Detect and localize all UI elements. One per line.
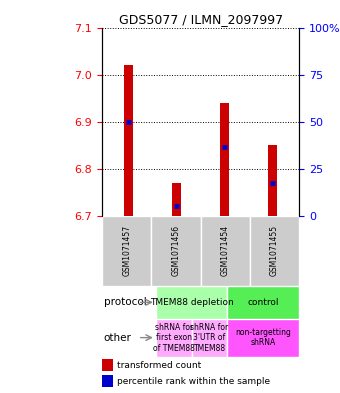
FancyBboxPatch shape xyxy=(227,318,299,357)
Bar xyxy=(102,375,113,387)
Text: GSM1071454: GSM1071454 xyxy=(221,225,230,276)
Bar xyxy=(172,183,181,216)
FancyBboxPatch shape xyxy=(156,286,227,318)
Bar xyxy=(102,359,113,371)
Text: percentile rank within the sample: percentile rank within the sample xyxy=(117,377,270,386)
FancyBboxPatch shape xyxy=(192,318,227,357)
FancyBboxPatch shape xyxy=(201,216,250,286)
Text: shRNA for
first exon
of TMEM88: shRNA for first exon of TMEM88 xyxy=(153,323,194,353)
Text: GSM1071456: GSM1071456 xyxy=(171,225,181,276)
Text: non-targetting
shRNA: non-targetting shRNA xyxy=(235,328,291,347)
Text: GSM1071455: GSM1071455 xyxy=(270,225,279,276)
Text: other: other xyxy=(104,332,132,343)
FancyBboxPatch shape xyxy=(250,216,299,286)
Text: GSM1071457: GSM1071457 xyxy=(122,225,131,276)
FancyBboxPatch shape xyxy=(102,216,151,286)
FancyBboxPatch shape xyxy=(151,216,201,286)
Bar xyxy=(220,103,229,216)
Text: transformed count: transformed count xyxy=(117,361,201,370)
Text: protocol: protocol xyxy=(104,298,147,307)
FancyBboxPatch shape xyxy=(227,286,299,318)
FancyBboxPatch shape xyxy=(156,318,192,357)
Title: GDS5077 / ILMN_2097997: GDS5077 / ILMN_2097997 xyxy=(119,13,283,26)
Bar xyxy=(268,145,277,216)
Text: control: control xyxy=(248,298,279,307)
Text: shRNA for
3'UTR of
TMEM88: shRNA for 3'UTR of TMEM88 xyxy=(190,323,229,353)
Bar xyxy=(124,65,133,216)
Text: TMEM88 depletion: TMEM88 depletion xyxy=(150,298,234,307)
